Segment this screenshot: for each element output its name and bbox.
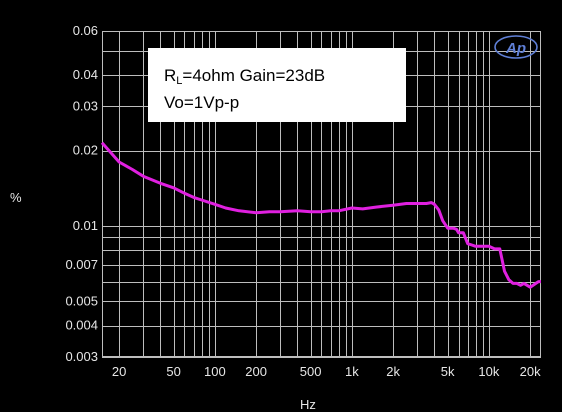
x-tick-label: 20k bbox=[520, 364, 541, 379]
y-tick-label: 0.04 bbox=[73, 67, 98, 82]
legend-subscript: L bbox=[176, 75, 182, 87]
y-tick-label: 0.03 bbox=[73, 98, 98, 113]
legend: RL=4ohm Gain=23dB Vo=1Vp-p bbox=[148, 48, 406, 122]
y-tick-label: 0.01 bbox=[73, 218, 98, 233]
y-tick-labels: 0.06 0.04 0.03 0.02 0.01 0.007 0.005 0.004 0.003 bbox=[65, 23, 98, 364]
legend-r: R bbox=[164, 66, 176, 85]
ap-logo-ring bbox=[494, 35, 538, 59]
legend-gain: =4ohm Gain=23dB bbox=[182, 66, 325, 85]
x-tick-labels: 20 50 100 200 500 1k 2k 5k 10k 20k bbox=[112, 364, 541, 379]
legend-line-1: RL=4ohm Gain=23dB bbox=[164, 66, 325, 87]
x-tick-label: 10k bbox=[478, 364, 499, 379]
y-tick-label: 0.02 bbox=[73, 143, 98, 158]
x-tick-label: 20 bbox=[112, 364, 126, 379]
y-tick-label: 0.007 bbox=[65, 257, 98, 272]
series-line bbox=[100, 141, 541, 289]
legend-box bbox=[148, 48, 406, 122]
y-tick-label: 0.005 bbox=[65, 293, 98, 308]
x-tick-label: 50 bbox=[166, 364, 180, 379]
x-tick-label: 5k bbox=[441, 364, 455, 379]
y-tick-label: 0.06 bbox=[73, 23, 98, 38]
x-tick-label: 2k bbox=[386, 364, 400, 379]
ap-logo: Ap bbox=[494, 35, 538, 59]
y-axis-label: % bbox=[10, 190, 22, 205]
x-tick-label: 200 bbox=[245, 364, 267, 379]
legend-line-2: Vo=1Vp-p bbox=[164, 93, 239, 112]
ap-logo-text: Ap bbox=[505, 40, 526, 57]
x-tick-label: 100 bbox=[204, 364, 226, 379]
y-tick-label: 0.004 bbox=[65, 318, 98, 333]
x-tick-label: 500 bbox=[300, 364, 322, 379]
y-tick-label: 0.003 bbox=[65, 349, 98, 364]
x-axis-label: Hz bbox=[300, 397, 316, 412]
x-tick-label: 1k bbox=[345, 364, 359, 379]
